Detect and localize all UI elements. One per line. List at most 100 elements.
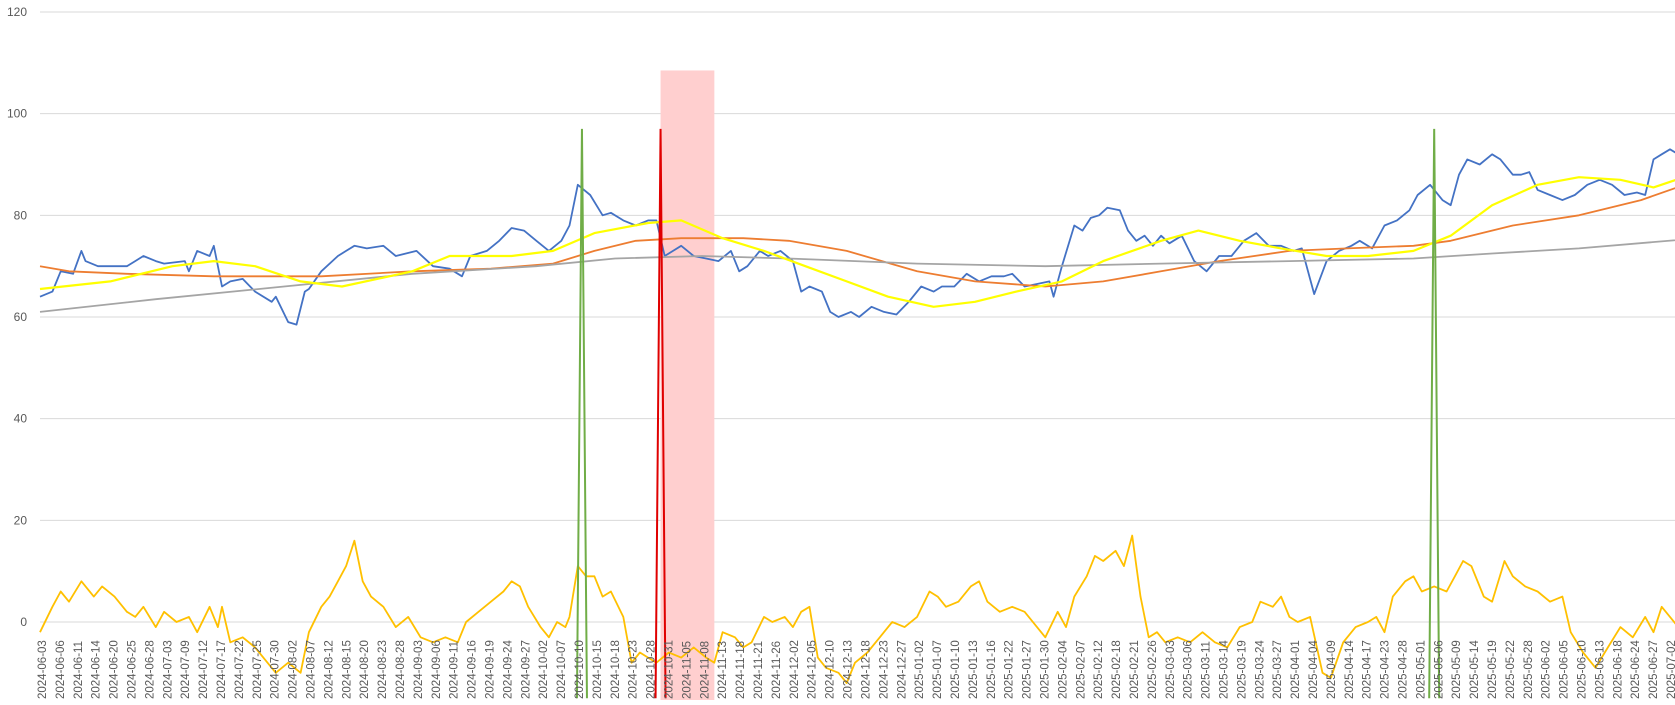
y-tick-label: 80 bbox=[14, 208, 28, 222]
x-tick-label: 2024-06-28 bbox=[144, 640, 156, 699]
vertical-markers bbox=[575, 128, 1441, 699]
x-tick-label: 2024-07-22 bbox=[234, 640, 246, 699]
x-tick-label: 2024-11-26 bbox=[771, 641, 783, 699]
series-line-2 bbox=[39, 187, 1675, 288]
x-tick-label: 2025-04-28 bbox=[1398, 640, 1410, 699]
x-tick-label: 2025-02-04 bbox=[1057, 640, 1069, 699]
x-tick-label: 2024-11-05 bbox=[681, 641, 693, 699]
x-tick-label: 2025-01-30 bbox=[1040, 640, 1052, 699]
x-tick-label: 2024-10-07 bbox=[556, 640, 568, 699]
x-tick-label: 2024-07-25 bbox=[252, 640, 264, 699]
x-tick-label: 2024-06-06 bbox=[55, 640, 67, 699]
x-tick-label: 2024-08-15 bbox=[341, 640, 353, 699]
x-tick-label: 2024-06-20 bbox=[109, 640, 121, 699]
x-tick-label: 2025-06-05 bbox=[1559, 640, 1571, 699]
x-tick-label: 2025-04-09 bbox=[1326, 640, 1338, 699]
x-tick-label: 2024-10-15 bbox=[592, 640, 604, 699]
x-tick-label: 2025-06-24 bbox=[1630, 640, 1642, 699]
highlight-rect bbox=[660, 70, 715, 701]
x-tick-label: 2025-06-13 bbox=[1594, 640, 1606, 699]
x-tick-label: 2024-11-08 bbox=[699, 641, 711, 699]
x-tick-label: 2024-09-16 bbox=[467, 640, 479, 699]
x-tick-label: 2024-10-23 bbox=[628, 640, 640, 699]
x-tick-label: 2025-03-14 bbox=[1219, 640, 1231, 699]
x-tick-label: 2024-06-03 bbox=[37, 640, 49, 699]
x-tick-label: 2025-05-14 bbox=[1469, 640, 1481, 699]
x-tick-label: 2024-10-18 bbox=[610, 640, 622, 699]
x-tick-label: 2025-03-24 bbox=[1254, 640, 1266, 699]
x-tick-label: 2024-11-18 bbox=[735, 641, 747, 699]
marker-line bbox=[575, 128, 588, 699]
x-tick-label: 2025-03-06 bbox=[1183, 640, 1195, 699]
x-tick-label: 2025-05-01 bbox=[1415, 640, 1427, 699]
x-tick-label: 2025-02-18 bbox=[1111, 640, 1123, 699]
x-tick-label: 2025-01-22 bbox=[1004, 640, 1016, 699]
x-tick-label: 2025-02-07 bbox=[1075, 640, 1087, 699]
x-tick-label: 2025-04-17 bbox=[1362, 640, 1374, 699]
series-line-3 bbox=[39, 239, 1675, 313]
x-tick-label: 2025-06-18 bbox=[1612, 640, 1624, 699]
x-tick-label: 2025-02-26 bbox=[1147, 640, 1159, 699]
x-tick-label: 2024-08-28 bbox=[395, 640, 407, 699]
y-axis-tick-labels: 0 20 40 60 80 100 120 bbox=[7, 5, 27, 629]
x-tick-label: 2025-01-02 bbox=[914, 640, 926, 699]
x-tick-label: 2024-07-09 bbox=[180, 640, 192, 699]
y-tick-label: 120 bbox=[7, 5, 27, 19]
x-tick-label: 2025-05-19 bbox=[1487, 640, 1499, 699]
x-tick-label: 2025-04-14 bbox=[1344, 640, 1356, 699]
x-tick-label: 2024-06-14 bbox=[91, 640, 103, 699]
x-tick-label: 2025-05-28 bbox=[1523, 640, 1535, 699]
x-tick-label: 2025-06-27 bbox=[1648, 640, 1660, 699]
y-tick-label: 0 bbox=[20, 615, 27, 629]
gridlines bbox=[40, 11, 1675, 623]
x-tick-label: 2025-03-03 bbox=[1165, 640, 1177, 699]
y-tick-label: 60 bbox=[14, 310, 28, 324]
x-tick-label: 2025-05-22 bbox=[1505, 640, 1517, 699]
x-tick-label: 2024-08-20 bbox=[359, 640, 371, 699]
x-tick-label: 2024-10-28 bbox=[646, 640, 658, 699]
y-tick-label: 100 bbox=[7, 107, 27, 121]
x-tick-label: 2024-12-27 bbox=[896, 640, 908, 699]
x-tick-label: 2024-12-23 bbox=[878, 640, 890, 699]
series-line-4 bbox=[39, 176, 1675, 308]
x-tick-label: 2024-12-05 bbox=[807, 640, 819, 699]
shaded-region bbox=[660, 70, 715, 701]
x-tick-label: 2024-12-18 bbox=[861, 640, 873, 699]
y-tick-label: 20 bbox=[14, 513, 28, 527]
series-line-1 bbox=[39, 148, 1675, 326]
x-tick-label: 2024-07-03 bbox=[162, 640, 174, 699]
x-tick-label: 2025-04-04 bbox=[1308, 640, 1320, 699]
x-tick-label: 2025-04-23 bbox=[1380, 640, 1392, 699]
x-tick-label: 2025-06-02 bbox=[1541, 640, 1553, 699]
x-tick-label: 2024-09-06 bbox=[431, 640, 443, 699]
x-tick-label: 2024-11-13 bbox=[717, 641, 729, 699]
x-tick-label: 2024-12-02 bbox=[789, 640, 801, 699]
x-tick-label: 2024-07-12 bbox=[198, 640, 210, 699]
y-tick-label: 40 bbox=[14, 412, 28, 426]
x-tick-label: 2025-01-07 bbox=[932, 640, 944, 699]
x-tick-label: 2024-09-11 bbox=[449, 641, 461, 699]
x-tick-label: 2025-05-06 bbox=[1433, 640, 1445, 699]
x-tick-label: 2024-10-10 bbox=[574, 640, 586, 699]
x-tick-label: 2024-10-31 bbox=[664, 640, 676, 699]
x-tick-label: 2025-03-11 bbox=[1201, 641, 1213, 699]
x-tick-label: 2025-07-02 bbox=[1666, 640, 1675, 699]
x-tick-label: 2025-03-27 bbox=[1272, 640, 1284, 699]
x-tick-label: 2025-01-27 bbox=[1022, 640, 1034, 699]
x-tick-label: 2025-01-16 bbox=[986, 640, 998, 699]
x-tick-label: 2024-09-03 bbox=[413, 640, 425, 699]
x-tick-label: 2025-04-01 bbox=[1290, 640, 1302, 699]
x-tick-label: 2024-08-23 bbox=[377, 640, 389, 699]
x-tick-label: 2025-02-12 bbox=[1093, 640, 1105, 699]
x-tick-label: 2024-12-13 bbox=[843, 640, 855, 699]
x-tick-label: 2024-08-02 bbox=[288, 640, 300, 699]
x-tick-label: 2024-06-25 bbox=[127, 640, 139, 699]
x-tick-label: 2024-09-19 bbox=[485, 640, 497, 699]
x-tick-label: 2025-05-09 bbox=[1451, 640, 1463, 699]
x-tick-label: 2024-07-30 bbox=[270, 640, 282, 699]
x-axis-tick-labels: 2024-06-03 2024-06-06 2024-06-11 2024-06-14… bbox=[37, 640, 1675, 700]
x-tick-label: 2024-08-12 bbox=[323, 640, 335, 699]
x-tick-label: 2025-06-10 bbox=[1577, 640, 1589, 699]
x-tick-label: 2025-01-13 bbox=[968, 640, 980, 699]
